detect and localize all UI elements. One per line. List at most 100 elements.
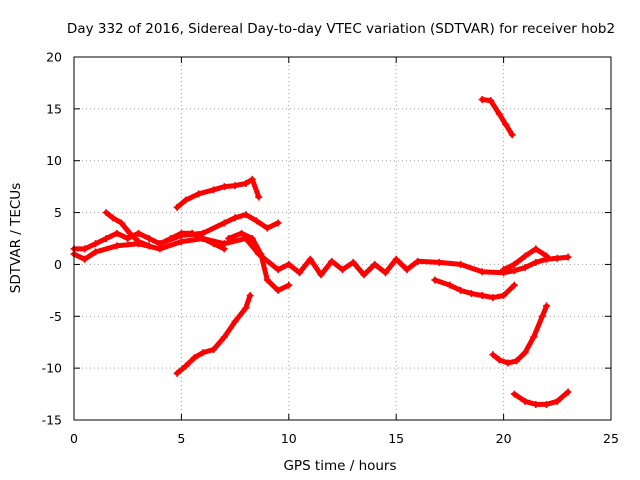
data-point bbox=[392, 255, 400, 263]
x-tick-label: 0 bbox=[70, 431, 78, 446]
data-point bbox=[246, 292, 254, 300]
data-point bbox=[349, 258, 357, 266]
data-point bbox=[102, 235, 110, 242]
data-point bbox=[91, 248, 99, 256]
data-point bbox=[478, 292, 486, 300]
data-point bbox=[543, 400, 551, 408]
data-point bbox=[489, 294, 497, 302]
data-point bbox=[478, 96, 486, 104]
data-point bbox=[504, 359, 512, 367]
data-point bbox=[173, 203, 181, 211]
data-point bbox=[564, 253, 572, 261]
x-tick-label: 20 bbox=[496, 431, 512, 446]
series-arc-19-to-20.5h-upper bbox=[479, 97, 515, 138]
data-point bbox=[173, 369, 181, 377]
data-point bbox=[210, 345, 218, 353]
data-point bbox=[220, 333, 228, 341]
data-point bbox=[274, 219, 282, 227]
data-point bbox=[238, 229, 246, 237]
data-point bbox=[521, 397, 529, 405]
data-point bbox=[495, 110, 503, 118]
data-point bbox=[177, 231, 185, 239]
data-point bbox=[457, 260, 465, 268]
y-tick-label: 0 bbox=[54, 257, 62, 272]
data-point bbox=[339, 266, 346, 274]
series-arc-4-to-9h bbox=[157, 212, 281, 247]
data-point bbox=[124, 235, 132, 242]
series-arc-19.5-to-22h bbox=[490, 303, 550, 366]
data-point bbox=[467, 289, 475, 297]
data-point bbox=[182, 362, 190, 370]
y-axis-label: SDTVAR / TECUs bbox=[8, 183, 24, 293]
data-point bbox=[195, 190, 203, 198]
data-point bbox=[134, 238, 142, 246]
data-point bbox=[521, 264, 529, 272]
data-point bbox=[190, 354, 198, 362]
data-point bbox=[255, 193, 263, 201]
data-point bbox=[145, 235, 153, 242]
data-point bbox=[508, 131, 516, 139]
data-point bbox=[102, 209, 110, 217]
data-point bbox=[257, 250, 265, 258]
y-tick-label: 20 bbox=[46, 50, 62, 65]
data-point bbox=[487, 97, 495, 105]
data-point bbox=[360, 271, 368, 279]
data-point bbox=[231, 214, 239, 222]
data-point bbox=[117, 219, 125, 227]
data-point bbox=[220, 245, 228, 253]
data-point bbox=[512, 357, 520, 365]
data-point bbox=[285, 281, 293, 289]
data-point bbox=[134, 229, 142, 237]
data-point bbox=[457, 286, 465, 294]
data-point bbox=[510, 267, 518, 275]
data-point bbox=[328, 257, 336, 265]
data-point bbox=[403, 266, 411, 274]
data-point bbox=[530, 333, 538, 341]
data-point bbox=[156, 240, 164, 248]
data-point bbox=[371, 260, 379, 268]
data-point bbox=[263, 224, 271, 232]
data-point bbox=[296, 269, 304, 277]
y-tick-label: -10 bbox=[42, 361, 62, 376]
data-point bbox=[113, 229, 121, 237]
data-point bbox=[248, 175, 256, 183]
data-point bbox=[543, 252, 551, 260]
data-point bbox=[253, 217, 261, 225]
data-point bbox=[446, 281, 454, 289]
data-point bbox=[126, 229, 134, 237]
data-point bbox=[199, 229, 207, 237]
data-point bbox=[532, 245, 540, 253]
data-point bbox=[431, 276, 439, 284]
data-point bbox=[306, 255, 314, 263]
data-point bbox=[500, 292, 508, 300]
data-point bbox=[210, 186, 218, 194]
data-point bbox=[538, 312, 546, 320]
data-point bbox=[248, 235, 256, 242]
data-point bbox=[502, 120, 510, 128]
data-point bbox=[285, 260, 293, 268]
data-point bbox=[553, 254, 561, 262]
series-arc-5-to-8.2h-lower bbox=[174, 293, 253, 376]
y-tick-label: 10 bbox=[46, 153, 62, 168]
data-point bbox=[414, 257, 422, 265]
series-layer bbox=[70, 96, 572, 408]
data-point bbox=[263, 276, 271, 284]
y-tick-label: 5 bbox=[54, 205, 62, 220]
data-point bbox=[199, 349, 207, 357]
data-point bbox=[242, 180, 250, 188]
data-point bbox=[225, 235, 233, 242]
data-point bbox=[242, 211, 250, 219]
data-point bbox=[109, 214, 117, 222]
data-point bbox=[317, 271, 325, 279]
data-point bbox=[532, 400, 540, 408]
data-point bbox=[564, 388, 572, 396]
data-point bbox=[521, 252, 529, 260]
data-point bbox=[435, 258, 443, 266]
y-tick-label: 15 bbox=[46, 101, 62, 116]
x-tick-label: 10 bbox=[281, 431, 297, 446]
data-point bbox=[489, 351, 497, 359]
data-point bbox=[510, 260, 518, 268]
data-point bbox=[113, 242, 121, 250]
data-point bbox=[381, 269, 389, 277]
